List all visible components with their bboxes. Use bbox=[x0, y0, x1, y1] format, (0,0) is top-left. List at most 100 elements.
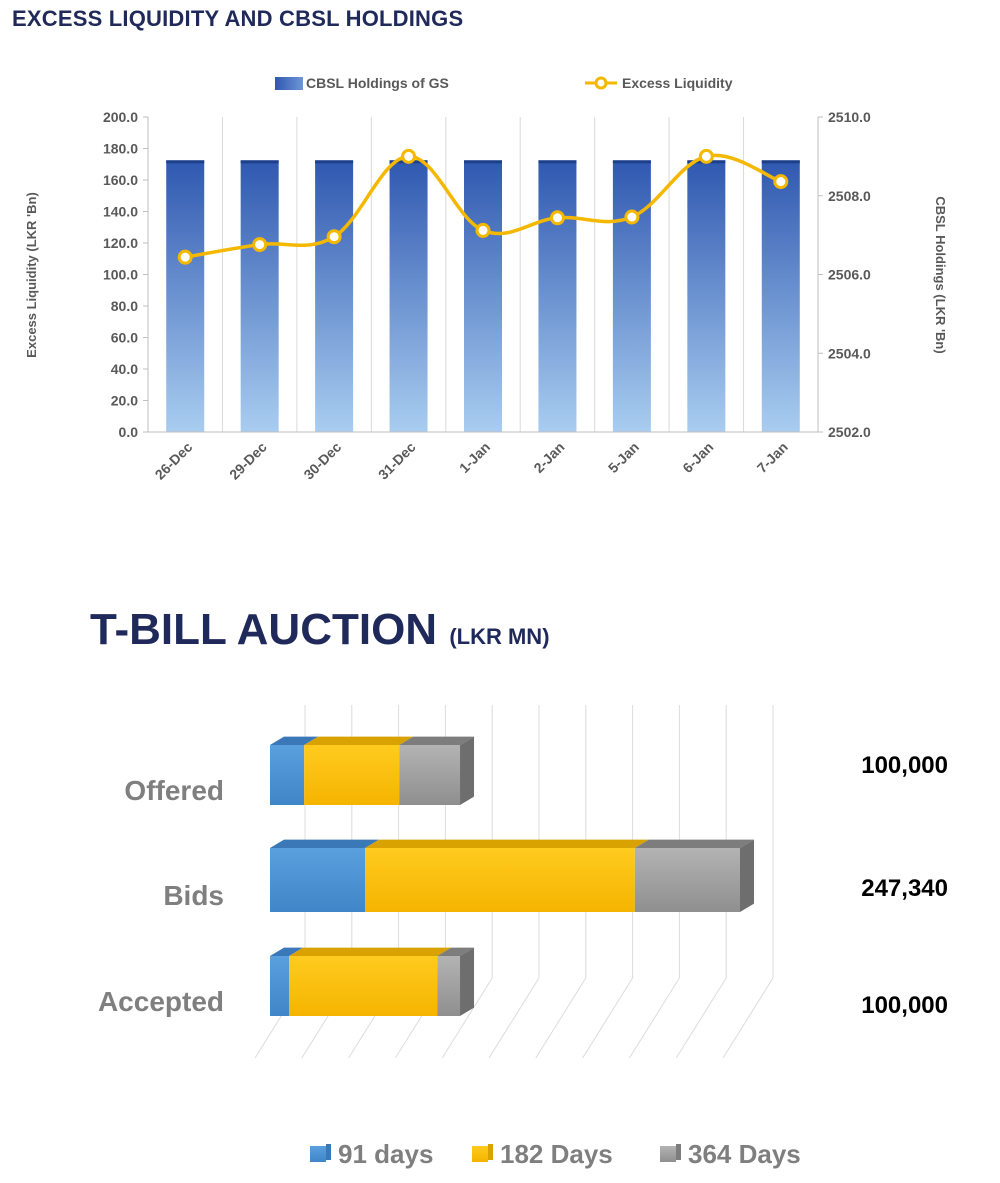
excess-liquidity-point bbox=[252, 237, 268, 253]
bar-cap bbox=[240, 160, 279, 164]
bar-segment-364-days-top bbox=[437, 947, 475, 956]
y-tick-label: 200.0 bbox=[103, 109, 138, 125]
bar-cbsl-holdings bbox=[464, 160, 502, 432]
bar-cap bbox=[538, 160, 577, 164]
y2-axis-label: CBSL Holdings (LKR 'Bn) bbox=[933, 196, 948, 353]
chart2-title: T-BILL AUCTION (LKR MN) bbox=[90, 605, 550, 654]
excess-liquidity-point bbox=[326, 229, 342, 245]
liquidity-chart: 200.0 180.0 160.0 140.0 120.0 100.0 80.0 60.0 40… bbox=[24, 75, 948, 483]
gridline-floor bbox=[488, 977, 540, 1059]
bar-segment-364-days-top bbox=[634, 839, 754, 848]
excess-liquidity-point bbox=[698, 148, 714, 164]
x-tick-label: 26-Dec bbox=[152, 439, 196, 483]
bar-cap bbox=[166, 160, 205, 164]
legend-swatch-side bbox=[676, 1144, 681, 1160]
bar-segment-91-days-top bbox=[270, 947, 304, 956]
legend-line-marker bbox=[594, 76, 608, 90]
legend-line-label: Excess Liquidity bbox=[622, 75, 733, 91]
excess-liquidity-point bbox=[624, 209, 640, 225]
legend-swatch bbox=[660, 1146, 676, 1162]
y-axis-label: Excess Liquidity (LKR 'Bn) bbox=[24, 192, 39, 358]
excess-liquidity-point bbox=[549, 210, 565, 226]
bar-segment-364-days bbox=[437, 956, 461, 1016]
y-tick-label: 20.0 bbox=[111, 393, 138, 409]
bar-cap bbox=[464, 160, 502, 164]
legend-label: 182 Days bbox=[500, 1139, 613, 1169]
bar-segment-364-days bbox=[399, 745, 461, 805]
bar-segment-91-days bbox=[270, 956, 290, 1016]
y-tick-label: 100.0 bbox=[103, 267, 138, 283]
y-tick-label: 160.0 bbox=[103, 172, 138, 188]
gridline-floor bbox=[675, 977, 727, 1059]
gridline-floor bbox=[722, 977, 774, 1059]
y-tick-label: 40.0 bbox=[111, 361, 138, 377]
bar-segment-364-days bbox=[634, 848, 740, 912]
excess-liquidity-point bbox=[177, 249, 193, 265]
y-tick-label: 0.0 bbox=[119, 424, 139, 440]
category-label: Accepted bbox=[98, 986, 224, 1017]
bar-end-face bbox=[740, 839, 754, 912]
x-tick-label: 2-Jan bbox=[530, 439, 567, 476]
x-tick-label: 1-Jan bbox=[456, 439, 493, 476]
x-tick-label: 7-Jan bbox=[754, 439, 791, 476]
total-label: 247,340 bbox=[861, 875, 948, 902]
x-tick-label: 29-Dec bbox=[226, 439, 270, 483]
legend-swatch-side bbox=[488, 1144, 493, 1160]
y-tick-label: 180.0 bbox=[103, 141, 138, 157]
bar-cbsl-holdings bbox=[166, 160, 205, 432]
bar-cap bbox=[612, 160, 651, 164]
bar-segment-91-days-top bbox=[270, 839, 380, 848]
x-tick-label: 5-Jan bbox=[605, 439, 642, 476]
legend-bar-label: CBSL Holdings of GS bbox=[306, 75, 449, 91]
bar-segment-91-days-top bbox=[270, 736, 319, 745]
legend-swatch bbox=[472, 1146, 488, 1162]
y2-tick-label: 2510.0 bbox=[828, 109, 871, 125]
gridline-floor bbox=[582, 977, 634, 1059]
bar-segment-364-days-top bbox=[399, 736, 475, 745]
bar-cbsl-holdings bbox=[687, 160, 726, 432]
bar-cap bbox=[761, 160, 800, 164]
bar-segment-182-days-top bbox=[304, 736, 414, 745]
category-label: Bids bbox=[163, 880, 224, 911]
bar-segment-182-days bbox=[289, 956, 438, 1016]
chart1-title: EXCESS LIQUIDITY AND CBSL HOLDINGS bbox=[12, 6, 464, 31]
x-tick-label: 6-Jan bbox=[679, 439, 716, 476]
bar-cbsl-holdings bbox=[240, 160, 279, 432]
legend-label: 91 days bbox=[338, 1139, 433, 1169]
bar-segment-182-days bbox=[365, 848, 635, 912]
x-tick-label: 30-Dec bbox=[300, 439, 344, 483]
gridline-floor bbox=[628, 977, 680, 1059]
y-tick-label: 60.0 bbox=[111, 330, 138, 346]
gridline-floor bbox=[441, 977, 493, 1059]
bar-cap bbox=[315, 160, 354, 164]
y2-tick-label: 2502.0 bbox=[828, 424, 871, 440]
x-tick-label: 31-Dec bbox=[375, 439, 419, 483]
excess-liquidity-point bbox=[401, 148, 417, 164]
bar-segment-182-days bbox=[304, 745, 400, 805]
bar-segment-182-days-top bbox=[365, 839, 649, 848]
legend-bar-swatch bbox=[275, 77, 303, 90]
legend-swatch-side bbox=[326, 1144, 331, 1160]
total-label: 100,000 bbox=[861, 752, 948, 779]
legend-swatch bbox=[310, 1146, 326, 1162]
bar-cbsl-holdings bbox=[315, 160, 354, 432]
legend-label: 364 Days bbox=[688, 1139, 801, 1169]
y2-tick-label: 2504.0 bbox=[828, 345, 871, 361]
category-label: Offered bbox=[124, 775, 224, 806]
bar-segment-91-days bbox=[270, 848, 366, 912]
y-tick-label: 120.0 bbox=[103, 235, 138, 251]
bar-segment-91-days bbox=[270, 745, 305, 805]
gridline-floor bbox=[535, 977, 587, 1059]
y-tick-label: 80.0 bbox=[111, 298, 138, 314]
bar-end-face bbox=[460, 736, 475, 805]
bar-cbsl-holdings bbox=[761, 160, 800, 432]
bar-cbsl-holdings bbox=[389, 160, 428, 432]
excess-liquidity-point bbox=[773, 174, 789, 190]
bar-cbsl-holdings bbox=[612, 160, 651, 432]
y-tick-label: 140.0 bbox=[103, 204, 138, 220]
bar-cbsl-holdings bbox=[538, 160, 577, 432]
y2-tick-label: 2506.0 bbox=[828, 267, 871, 283]
bar-end-face bbox=[460, 947, 475, 1016]
bar-segment-182-days-top bbox=[289, 947, 452, 956]
y2-tick-label: 2508.0 bbox=[828, 188, 871, 204]
